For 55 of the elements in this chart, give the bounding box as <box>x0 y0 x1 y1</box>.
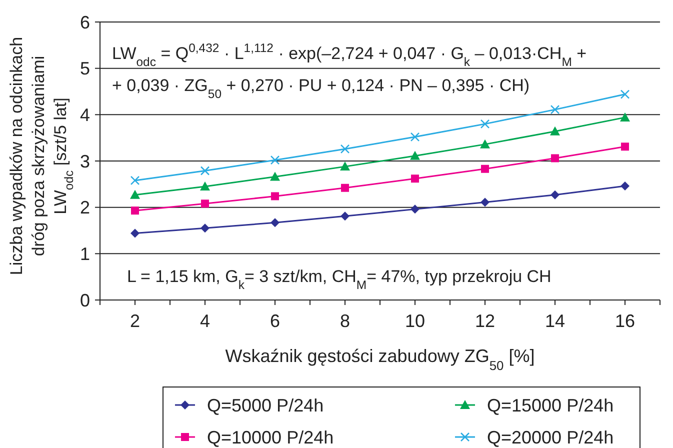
point <box>480 119 490 129</box>
point <box>270 218 280 228</box>
point <box>620 112 630 122</box>
point <box>410 204 420 214</box>
y-tick-label: 4 <box>80 104 90 125</box>
point <box>620 182 630 191</box>
x-tick-label: 16 <box>614 311 636 331</box>
y-tick-label: 3 <box>80 151 90 172</box>
y-tick-label: 1 <box>80 244 90 264</box>
point <box>480 198 490 207</box>
point <box>621 142 629 151</box>
legend-label: Q=10000 P/24h <box>207 427 334 448</box>
point <box>481 164 489 173</box>
point <box>340 212 350 221</box>
point <box>130 176 140 186</box>
x-tick-label: 8 <box>340 311 350 331</box>
point <box>551 154 559 162</box>
x-tick-label: 12 <box>474 311 496 331</box>
text: LW$_{odc}$ = Q$^{0,432}$ · L$^{1,112}$ · exp(–2,724 + 0,047 · G$_{k}$ – 0,013·CH$_{M}$ + <box>112 41 587 69</box>
point <box>130 228 140 238</box>
x-tick-label: 2 <box>130 311 140 331</box>
point <box>270 172 280 181</box>
point <box>550 104 560 114</box>
point <box>550 126 560 136</box>
point <box>271 192 279 200</box>
point <box>200 224 210 233</box>
x-tick-label: 14 <box>544 311 566 331</box>
x-axis-title: Wskaźnik gęstości zabudowy ZG$_{50}$ [%] <box>225 346 535 372</box>
legend-label: Q=15000 P/24h <box>487 395 614 416</box>
point <box>201 200 209 208</box>
x-tick-label: 4 <box>200 311 210 331</box>
point <box>200 166 210 176</box>
x-tick-label: 6 <box>270 311 280 331</box>
x-tick-label: 10 <box>404 311 426 331</box>
y-tick-label: 5 <box>80 58 90 79</box>
point <box>340 144 350 154</box>
point <box>410 132 420 142</box>
point <box>480 139 490 148</box>
legend-label: Q=5000 P/24h <box>207 395 324 416</box>
point <box>411 174 419 183</box>
y-tick-label: 2 <box>80 198 90 218</box>
annotation: L = 1,15 km, G$_{k}$= 3 szt/km, CH$_{M}$= 47%, typ przekroju CH <box>127 267 552 292</box>
point <box>270 155 280 165</box>
point <box>340 162 350 171</box>
point <box>130 190 140 199</box>
point <box>341 184 349 192</box>
point <box>550 190 560 200</box>
annotation: + 0,039 · ZG$_{50}$ + 0,270 · PU + 0,124 · PN – 0,395 · CH) <box>112 76 530 101</box>
y-tick-label: 0 <box>80 290 90 310</box>
y-tick-label: 6 <box>80 12 90 32</box>
point <box>200 181 210 190</box>
point <box>131 206 139 215</box>
point <box>410 150 420 160</box>
legend-label: Q=20000 P/24h <box>487 427 614 448</box>
point <box>620 90 630 99</box>
